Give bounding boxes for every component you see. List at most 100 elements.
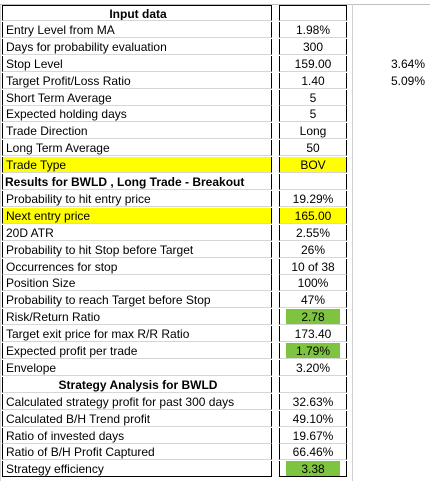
row-value-cell[interactable]: 19.29% [279,190,347,207]
row-value-cell[interactable]: 173.40 [279,326,347,343]
row-value-cell[interactable]: Long [279,123,347,140]
row-value-cell[interactable]: BOV [279,157,347,174]
row-value-cell[interactable] [279,5,347,21]
sheet-row: Calculated B/H Trend profit 49.10% [0,410,430,428]
row-value-cell[interactable]: 300 [279,38,347,55]
row-label-cell[interactable]: Expected holding days [2,106,272,123]
row-label-cell[interactable]: Ratio of invested days [2,427,272,444]
row-label-cell[interactable]: Next entry price [2,207,272,224]
row-label-cell[interactable]: Entry Level from MA [2,21,272,38]
sheet-row: Input data [0,5,430,22]
row-value-cell[interactable]: 1.98% [279,21,347,38]
sheet-row: Probability to reach Target before Stop 4… [0,292,430,309]
row-label-cell[interactable]: Stop Level [2,55,272,72]
sheet-row: Target Profit/Loss Ratio 1.40 5.09% [0,72,430,90]
row-value-cell[interactable]: 32.63% [279,393,347,410]
row-label-cell[interactable]: Strategy efficiency [2,461,272,478]
row-label-cell[interactable]: Envelope [2,359,272,376]
row-label-cell[interactable]: Days for probability evaluation [2,38,272,55]
row-value-cell[interactable]: 159.00 [279,55,347,72]
row-label-cell[interactable]: Strategy Analysis for BWLD [2,376,272,393]
highlighted-value: 2.78 [286,309,340,325]
row-value-cell[interactable]: 50 [279,140,347,157]
row-extra-cell[interactable] [353,259,430,275]
row-value-cell[interactable]: 1.40 [279,72,347,89]
row-label-cell[interactable]: 20D ATR [2,224,272,241]
row-extra-cell[interactable] [353,411,430,427]
row-extra-cell[interactable] [353,157,430,173]
row-extra-cell[interactable] [353,377,430,393]
row-extra-cell[interactable] [353,461,430,477]
sheet-row: Probability to hit Stop before Target 26% [0,241,430,259]
row-extra-cell[interactable] [353,225,430,241]
row-value-cell[interactable]: 26% [279,241,347,258]
row-extra-cell[interactable] [353,292,430,308]
row-label-cell[interactable]: Long Term Average [2,140,272,157]
row-extra-cell[interactable] [353,394,430,410]
row-value-cell[interactable]: 5 [279,106,347,123]
row-label-cell[interactable]: Occurrences for stop [2,258,272,275]
sheet-row: Long Term Average 50 [0,140,430,157]
row-extra-cell[interactable] [353,140,430,156]
row-label-cell[interactable]: Probability to hit Stop before Target [2,241,272,258]
sheet-row: Ratio of invested days 19.67% [0,427,430,445]
sheet-row: Trade Type BOV [0,157,430,174]
row-value-cell[interactable] [279,376,347,393]
row-extra-cell[interactable] [353,174,430,190]
row-extra-cell[interactable] [353,242,430,258]
row-value-cell[interactable]: 5 [279,89,347,106]
row-extra-cell[interactable] [353,326,430,342]
row-extra-cell[interactable] [353,191,430,207]
row-label-cell[interactable]: Expected profit per trade [2,343,272,359]
sheet-row: Envelope 3.20% [0,359,430,377]
row-label-cell[interactable]: Position Size [2,275,272,292]
row-value-cell[interactable]: 3.20% [279,359,347,376]
sheet-row: Short Term Average 5 [0,89,430,107]
row-extra-cell[interactable]: 5.09% [390,73,425,88]
row-extra-cell[interactable]: 3.64% [390,56,425,71]
row-extra-cell[interactable] [353,428,430,444]
row-label-cell[interactable]: Results for BWLD , Long Trade - Breakout [2,174,272,190]
row-value-cell[interactable]: 100% [279,275,347,292]
row-extra-cell[interactable] [353,275,430,291]
row-extra-cell[interactable] [353,22,430,38]
row-label-cell[interactable]: Short Term Average [2,89,272,106]
row-extra-cell[interactable] [353,444,430,460]
row-extra-cell[interactable] [353,5,430,21]
row-label-cell[interactable]: Risk/Return Ratio [2,309,272,326]
row-extra-cell[interactable] [353,39,430,55]
row-value-cell[interactable]: 165.00 [279,207,347,224]
row-extra-cell[interactable] [353,90,430,106]
row-value-cell[interactable]: 47% [279,292,347,309]
row-label-cell[interactable]: Input data [2,5,272,21]
row-extra-cell[interactable] [353,360,430,376]
sheet-row: Expected profit per trade 1.79% [0,343,430,360]
row-label-cell[interactable]: Calculated strategy profit for past 300 … [2,393,272,410]
row-value-cell[interactable]: 1.79% [279,343,347,359]
row-value-cell[interactable]: 3.38 [279,461,347,478]
row-label-cell[interactable]: Target exit price for max R/R Ratio [2,326,272,343]
row-label-cell[interactable]: Trade Type [2,157,272,174]
row-value-cell[interactable]: 2.78 [279,309,347,326]
row-extra-cell[interactable] [353,343,430,359]
row-label-cell[interactable]: Ratio of B/H Profit Captured [2,444,272,461]
sheet-row: 20D ATR 2.55% [0,224,430,242]
row-extra-cell[interactable] [353,208,430,224]
row-value-cell[interactable]: 10 of 38 [279,258,347,275]
sheet-row: Calculated strategy profit for past 300 … [0,393,430,411]
row-label-cell[interactable]: Probability to reach Target before Stop [2,292,272,309]
row-value-cell[interactable]: 2.55% [279,224,347,241]
row-extra-cell[interactable] [353,123,430,139]
row-value-cell[interactable]: 66.46% [279,444,347,461]
row-label-cell[interactable]: Calculated B/H Trend profit [2,410,272,427]
row-value-cell[interactable]: 19.67% [279,427,347,444]
row-label-cell[interactable]: Trade Direction [2,123,272,140]
row-value-cell[interactable]: 49.10% [279,410,347,427]
row-value-cell[interactable] [279,174,347,190]
row-label-cell[interactable]: Target Profit/Loss Ratio [2,72,272,89]
row-extra-cell[interactable] [353,106,430,122]
row-label-cell[interactable]: Probability to hit entry price [2,190,272,207]
row-extra-cell[interactable] [353,309,430,325]
sheet-row: Trade Direction Long [0,123,430,140]
